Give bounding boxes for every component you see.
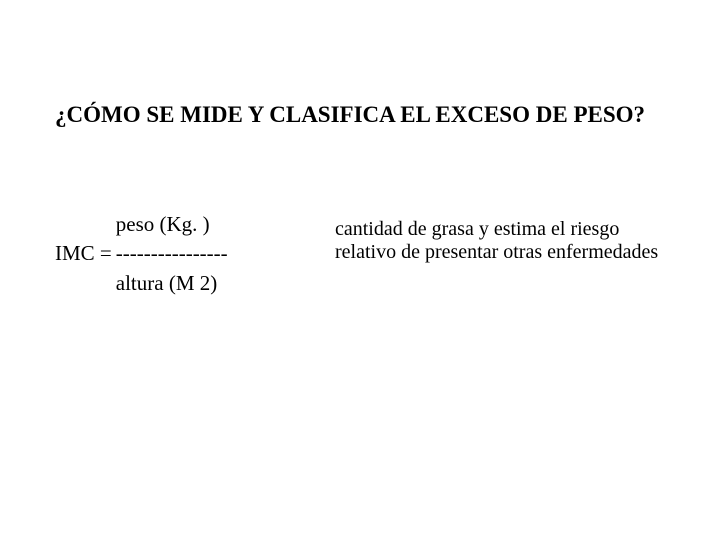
formula-numerator: peso (Kg. ) (116, 212, 210, 236)
formula-denominator: altura (M 2) (116, 271, 217, 295)
explain-text: cantidad de grasa y estima el riesgo rel… (335, 218, 665, 264)
formula-lhs: IMC = (55, 239, 112, 268)
imc-formula: IMC = peso (Kg. ) ---------------- altur… (55, 210, 315, 298)
slide-title: ¿CÓMO SE MIDE Y CLASIFICA EL EXCESO DE P… (55, 102, 665, 128)
formula-fraction: peso (Kg. ) ---------------- altura (M 2… (116, 210, 228, 298)
formula-divider: ---------------- (116, 241, 228, 265)
slide: ¿CÓMO SE MIDE Y CLASIFICA EL EXCESO DE P… (0, 0, 720, 540)
